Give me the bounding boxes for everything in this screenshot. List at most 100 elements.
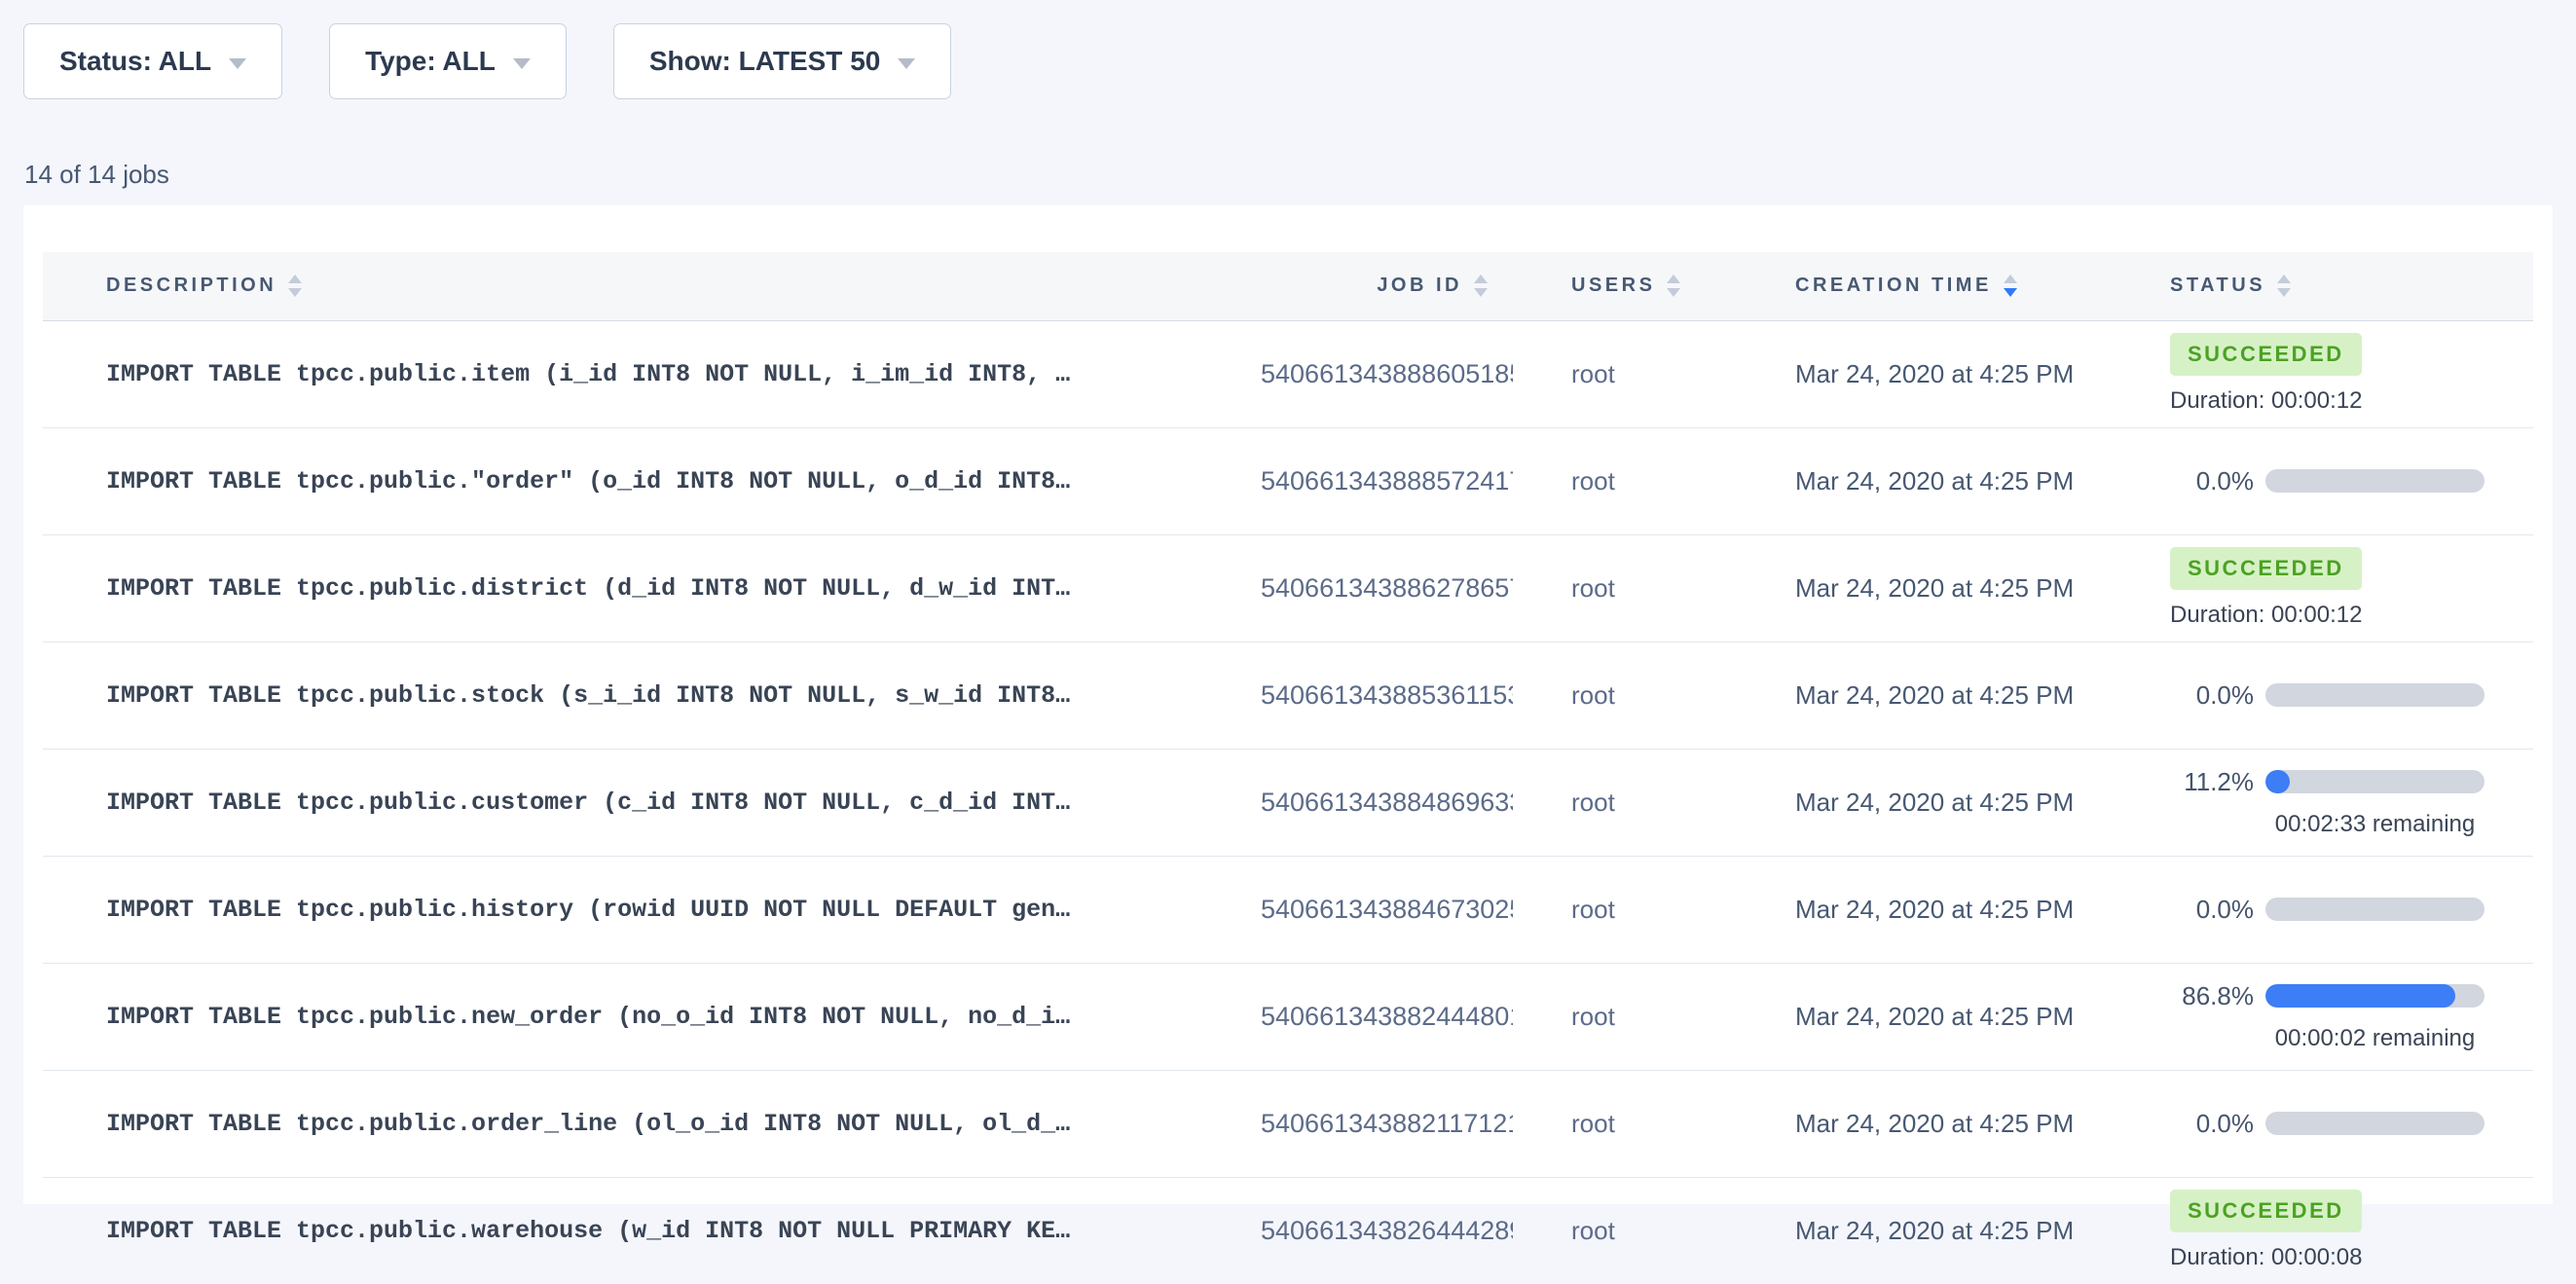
job-creation-time: Mar 24, 2020 at 4:25 PM — [1727, 533, 2107, 642]
status-filter-dropdown[interactable]: Status: ALL — [23, 23, 283, 99]
job-creation-time: Mar 24, 2020 at 4:25 PM — [1727, 1069, 2107, 1177]
job-description: IMPORT TABLE tpcc.public.customer (c_id … — [43, 748, 1260, 856]
progress-row: 11.2% — [2170, 767, 2484, 797]
job-creation-time: Mar 24, 2020 at 4:25 PM — [1727, 962, 2107, 1070]
job-creation-time: Mar 24, 2020 at 4:25 PM — [1727, 1176, 2107, 1284]
sort-icon[interactable] — [1667, 275, 1681, 298]
job-user: root — [1513, 426, 1727, 534]
progress-percent: 0.0% — [2195, 1108, 2254, 1138]
sort-icon[interactable] — [1474, 275, 1488, 298]
job-user: root — [1513, 641, 1727, 749]
job-creation-time: Mar 24, 2020 at 4:25 PM — [1727, 855, 2107, 963]
table-row: IMPORT TABLE tpcc.public.item (i_id INT8… — [43, 320, 2533, 427]
column-header-label: DESCRIPTION — [106, 275, 277, 297]
jobs-count: 14 of 14 jobs — [24, 160, 169, 189]
column-header-users[interactable]: USERS — [1513, 252, 1727, 321]
progress-row: 0.0% — [2170, 466, 2484, 496]
table-row: IMPORT TABLE tpcc.public.warehouse (w_id… — [43, 1176, 2533, 1284]
job-user: root — [1513, 1176, 1727, 1284]
table-row: IMPORT TABLE tpcc.public.customer (c_id … — [43, 748, 2533, 856]
table-row: IMPORT TABLE tpcc.public.district (d_id … — [43, 533, 2533, 642]
job-user: root — [1571, 358, 1615, 388]
table-row: IMPORT TABLE tpcc.public.history (rowid … — [43, 855, 2533, 963]
column-header-description[interactable]: DESCRIPTION — [43, 252, 1260, 321]
job-id-link[interactable]: 540661343885361153 — [1260, 641, 1513, 749]
progress-percent: 0.0% — [2195, 679, 2254, 710]
table-row: IMPORT TABLE tpcc.public.order_line (ol_… — [43, 1069, 2533, 1177]
progress-row: 0.0% — [2170, 895, 2484, 925]
progress-percent: 0.0% — [2195, 894, 2254, 924]
status-badge: SUCCEEDED — [2170, 333, 2362, 376]
chevron-down-icon — [898, 57, 916, 69]
job-user: root — [1513, 1069, 1727, 1177]
job-id-link[interactable]: 540661343884869633 — [1260, 748, 1513, 856]
filter-bar: Status: ALL Type: ALL Show: LATEST 50 — [0, 0, 2576, 99]
column-header-creation-time[interactable]: CREATION TIME — [1727, 252, 2107, 321]
progress-bar-fill — [2265, 984, 2456, 1008]
job-duration: Duration: 00:00:08 — [2170, 1244, 2363, 1271]
column-header-label: JOB ID — [1377, 275, 1462, 297]
job-id-link[interactable]: 540661343884673025 — [1260, 855, 1513, 963]
time-remaining: 00:00:02 remaining — [2274, 1024, 2476, 1051]
chevron-down-icon — [229, 57, 247, 69]
job-description: IMPORT TABLE tpcc.public.warehouse (w_id… — [43, 1176, 1260, 1284]
chevron-down-icon — [512, 57, 531, 69]
job-status-cell: 0.0% — [2107, 855, 2533, 963]
job-id-link[interactable]: 540661343826444289 — [1260, 1176, 1513, 1284]
job-duration: Duration: 00:00:12 — [2170, 602, 2363, 628]
job-user: root — [1513, 962, 1727, 1070]
progress-row: 0.0% — [2170, 680, 2484, 711]
job-id-link[interactable]: 540661343882117121 — [1260, 1069, 1513, 1177]
job-creation-time: Mar 24, 2020 at 4:25 PM — [1795, 358, 2075, 388]
type-filter-dropdown[interactable]: Type: ALL — [329, 23, 567, 99]
job-description: IMPORT TABLE tpcc.public.order_line (ol_… — [43, 1069, 1260, 1177]
job-duration: Duration: 00:00:12 — [2170, 387, 2363, 414]
job-status-cell: 86.8% 00:00:02 remaining — [2107, 962, 2533, 1070]
sort-icon[interactable] — [2277, 275, 2292, 298]
job-id-link[interactable]: 540661343886278657 — [1260, 533, 1513, 642]
job-user: root — [1513, 855, 1727, 963]
job-status-cell: SUCCEEDED Duration: 00:00:12 — [2107, 320, 2533, 427]
jobs-table: DESCRIPTION JOB ID USERS — [43, 252, 2533, 1284]
column-header-label: CREATION TIME — [1795, 275, 1992, 297]
sort-icon[interactable] — [288, 275, 303, 298]
job-description: IMPORT TABLE tpcc.public.history (rowid … — [43, 855, 1260, 963]
progress-bar — [2265, 898, 2484, 921]
job-creation-time: Mar 24, 2020 at 4:25 PM — [1727, 748, 2107, 856]
progress-bar — [2265, 984, 2484, 1008]
job-id-link[interactable]: 540661343882444801 — [1260, 962, 1513, 1070]
job-status-cell: SUCCEEDED Duration: 00:00:08 — [2107, 1176, 2533, 1284]
jobs-table-card: DESCRIPTION JOB ID USERS — [23, 205, 2553, 1284]
status-filter-label: Status: ALL — [59, 46, 212, 76]
table-row: IMPORT TABLE tpcc.public.stock (s_i_id I… — [43, 641, 2533, 749]
table-row: IMPORT TABLE tpcc.public."order" (o_id I… — [43, 426, 2533, 534]
job-description: IMPORT TABLE tpcc.public.item (i_id INT8… — [106, 359, 1071, 388]
table-header-row: DESCRIPTION JOB ID USERS — [43, 252, 2533, 321]
progress-percent: 11.2% — [2184, 766, 2254, 796]
status-badge: SUCCEEDED — [2170, 547, 2362, 590]
progress-row: 0.0% — [2170, 1109, 2484, 1139]
job-description: IMPORT TABLE tpcc.public.new_order (no_o… — [43, 962, 1260, 1070]
show-filter-dropdown[interactable]: Show: LATEST 50 — [612, 23, 952, 99]
job-creation-time: Mar 24, 2020 at 4:25 PM — [1727, 641, 2107, 749]
progress-bar — [2265, 683, 2484, 707]
job-status-cell: 0.0% — [2107, 641, 2533, 749]
progress-percent: 0.0% — [2195, 465, 2254, 495]
job-user: root — [1513, 748, 1727, 856]
type-filter-label: Type: ALL — [365, 46, 496, 76]
progress-bar — [2265, 469, 2484, 493]
sort-icon[interactable] — [2003, 275, 2017, 298]
progress-row: 86.8% — [2170, 981, 2484, 1011]
progress-bar-fill — [2265, 770, 2291, 793]
column-header-label: STATUS — [2170, 275, 2266, 297]
column-header-status[interactable]: STATUS — [2107, 252, 2533, 321]
status-badge: SUCCEEDED — [2170, 1190, 2362, 1233]
job-id-link[interactable]: 540661343888605185 — [1261, 358, 1513, 388]
job-description: IMPORT TABLE tpcc.public.stock (s_i_id I… — [43, 641, 1260, 749]
progress-bar — [2265, 770, 2484, 793]
table-row: IMPORT TABLE tpcc.public.new_order (no_o… — [43, 962, 2533, 1070]
job-id-link[interactable]: 540661343888572417 — [1260, 426, 1513, 534]
job-description: IMPORT TABLE tpcc.public."order" (o_id I… — [43, 426, 1260, 534]
column-header-job-id[interactable]: JOB ID — [1260, 252, 1513, 321]
